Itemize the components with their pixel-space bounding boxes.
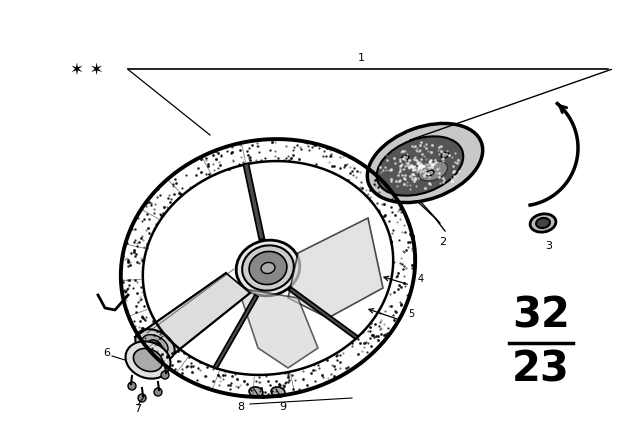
Text: 2: 2 (440, 237, 447, 247)
Text: 32: 32 (512, 295, 570, 337)
Circle shape (161, 371, 169, 379)
Ellipse shape (271, 387, 285, 397)
Ellipse shape (142, 335, 168, 355)
Polygon shape (288, 218, 383, 318)
Text: 1: 1 (358, 52, 365, 63)
Text: 7: 7 (134, 404, 141, 414)
Text: 9: 9 (280, 402, 287, 412)
Text: ✶ ✶: ✶ ✶ (70, 60, 103, 78)
Text: 4: 4 (418, 274, 424, 284)
Ellipse shape (249, 251, 287, 284)
Ellipse shape (236, 240, 300, 296)
Ellipse shape (426, 170, 434, 176)
Text: 6: 6 (104, 348, 111, 358)
Ellipse shape (419, 161, 447, 181)
Ellipse shape (536, 218, 550, 228)
Ellipse shape (242, 246, 294, 291)
Ellipse shape (249, 387, 263, 397)
Ellipse shape (125, 341, 170, 379)
Polygon shape (238, 288, 318, 368)
Ellipse shape (367, 124, 483, 202)
Ellipse shape (133, 349, 163, 371)
Polygon shape (135, 273, 250, 353)
Circle shape (154, 388, 162, 396)
Ellipse shape (441, 152, 449, 158)
Circle shape (138, 394, 146, 402)
Ellipse shape (530, 214, 556, 232)
Text: 8: 8 (237, 402, 244, 412)
Text: 5: 5 (408, 309, 414, 319)
Ellipse shape (148, 340, 161, 350)
Ellipse shape (377, 136, 463, 196)
Text: 23: 23 (512, 349, 570, 391)
Ellipse shape (135, 329, 175, 361)
Ellipse shape (261, 263, 275, 274)
Text: 3: 3 (545, 241, 552, 251)
Ellipse shape (401, 155, 409, 161)
Circle shape (128, 382, 136, 390)
